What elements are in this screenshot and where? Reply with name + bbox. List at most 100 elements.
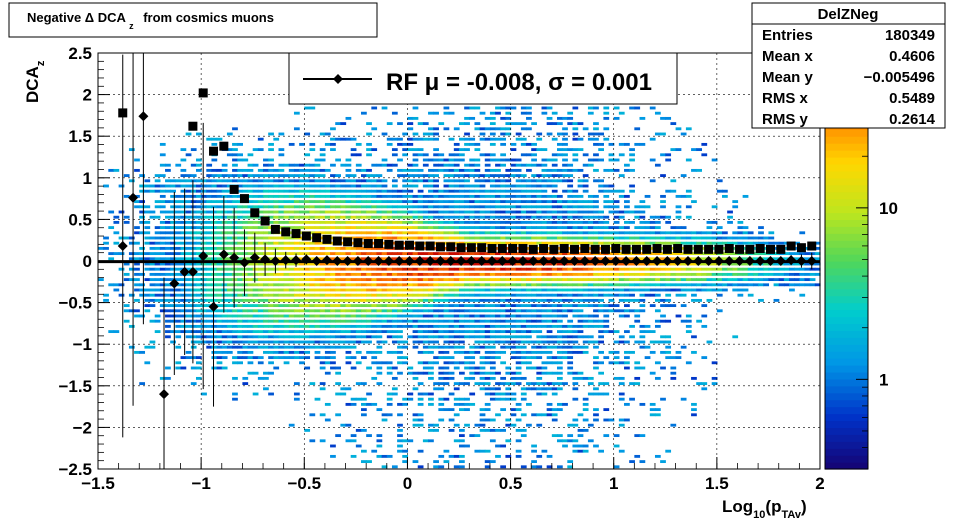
heatmap-cell	[577, 288, 584, 292]
heatmap-cell	[541, 111, 548, 115]
heatmap-cell	[567, 361, 574, 365]
heatmap-cell	[484, 387, 491, 391]
heatmap-cell	[572, 215, 579, 219]
heatmap-cell	[520, 465, 527, 469]
heatmap-cell	[273, 345, 280, 349]
heatmap-cell	[288, 215, 295, 219]
heatmap-cell	[195, 288, 202, 292]
heatmap-cell	[273, 330, 280, 334]
heatmap-cell	[598, 226, 604, 230]
heatmap-cell	[629, 278, 635, 282]
heatmap-cell	[536, 335, 543, 339]
heatmap-cell	[711, 267, 718, 271]
heatmap-cell	[443, 397, 450, 401]
heatmap-cell	[433, 283, 439, 287]
heatmap-cell	[536, 283, 543, 287]
heatmap-cell	[484, 402, 491, 406]
heatmap-cell	[500, 137, 507, 141]
heatmap-cell	[665, 153, 672, 157]
heatmap-cell	[366, 122, 372, 126]
heatmap-cell	[603, 241, 610, 245]
heatmap-cell	[541, 293, 548, 297]
heatmap-cell	[180, 210, 187, 214]
heatmap-cell	[175, 298, 182, 302]
heatmap-cell	[453, 366, 460, 370]
heatmap-cell	[221, 168, 228, 172]
heatmap-cell	[778, 278, 785, 282]
heatmap-cell	[536, 163, 543, 167]
heatmap-cell	[309, 272, 316, 276]
heatmap-cell	[546, 220, 553, 224]
heatmap-cell	[407, 397, 414, 401]
heatmap-cell	[221, 350, 228, 354]
heatmap-cell	[587, 376, 594, 380]
heatmap-cell	[613, 189, 620, 193]
heatmap-cell	[459, 137, 465, 141]
heatmap-cell	[670, 257, 677, 261]
heatmap-cell	[190, 304, 197, 308]
heatmap-cell	[572, 314, 579, 318]
heatmap-cell	[422, 272, 429, 276]
heatmap-cell	[216, 278, 223, 282]
heatmap-cell	[324, 189, 331, 193]
heatmap-cell	[670, 241, 677, 245]
heatmap-cell	[433, 179, 439, 183]
heatmap-cell	[582, 153, 589, 157]
heatmap-cell	[515, 361, 522, 365]
heatmap-cell	[515, 200, 522, 204]
heatmap-cell	[278, 252, 285, 256]
heatmap-cell	[495, 257, 501, 261]
heatmap-cell	[541, 449, 548, 453]
heatmap-cell	[634, 272, 641, 276]
heatmap-cell	[510, 252, 517, 256]
heatmap-cell	[598, 361, 604, 365]
heatmap-cell	[159, 309, 166, 313]
heatmap-cell	[417, 231, 424, 235]
heatmap-cell	[299, 189, 305, 193]
heatmap-cell	[330, 444, 336, 448]
heatmap-cell	[330, 189, 336, 193]
heatmap-cell	[376, 252, 383, 256]
heatmap-cell	[526, 226, 532, 230]
heatmap-cell	[407, 366, 414, 370]
heatmap-cell	[159, 184, 166, 188]
heatmap-cell	[330, 319, 336, 323]
heatmap-cell	[752, 278, 759, 282]
heatmap-cell	[211, 340, 218, 344]
heatmap-cell	[340, 267, 347, 271]
heatmap-cell	[417, 449, 424, 453]
heatmap-cell	[283, 283, 290, 287]
heatmap-cell	[665, 340, 672, 344]
heatmap-cell	[510, 231, 517, 235]
heatmap-cell	[624, 241, 630, 245]
heatmap-cell	[515, 158, 522, 162]
heatmap-cell	[763, 241, 770, 245]
heatmap-cell	[355, 142, 362, 146]
heatmap-cell	[556, 267, 563, 271]
heatmap-cell	[572, 200, 579, 204]
heatmap-cell	[489, 174, 496, 178]
heatmap-cell	[598, 392, 604, 396]
heatmap-cell	[675, 350, 682, 354]
heatmap-cell	[216, 267, 223, 271]
heatmap-cell	[814, 262, 821, 266]
heatmap-cell	[433, 153, 439, 157]
heatmap-cell	[505, 116, 512, 120]
heatmap-cell	[180, 314, 187, 318]
heatmap-cell	[654, 272, 661, 276]
heatmap-cell	[165, 179, 171, 183]
heatmap-cell	[608, 293, 615, 297]
heatmap-cell	[608, 241, 615, 245]
heatmap-cell	[175, 324, 182, 328]
heatmap-cell	[268, 267, 274, 271]
heatmap-cell	[361, 215, 367, 219]
heatmap-cell	[391, 257, 398, 261]
heatmap-cell	[443, 288, 450, 292]
heatmap-cell	[309, 189, 316, 193]
heatmap-cell	[278, 330, 285, 334]
heatmap-cell	[371, 205, 378, 209]
heatmap-cell	[603, 231, 610, 235]
heatmap-cell	[268, 205, 274, 209]
heatmap-cell	[407, 210, 414, 214]
heatmap-cell	[226, 220, 233, 224]
